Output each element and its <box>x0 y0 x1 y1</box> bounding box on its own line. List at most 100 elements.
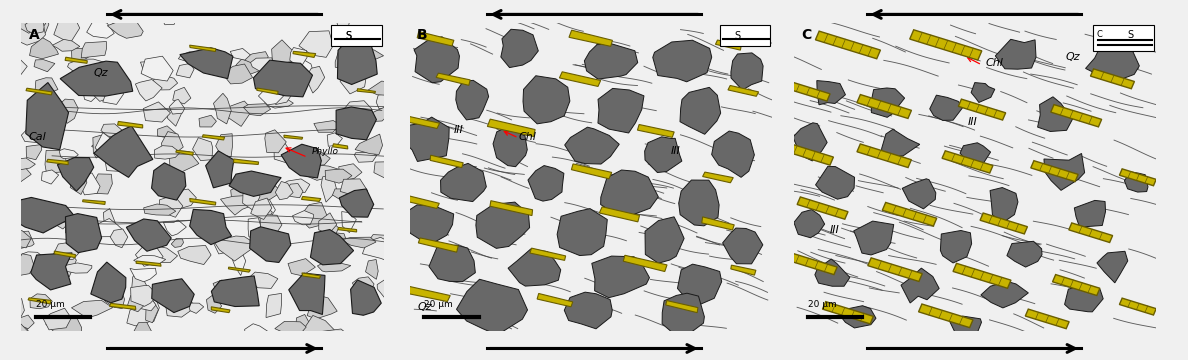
Polygon shape <box>266 293 282 318</box>
Polygon shape <box>857 95 911 118</box>
Polygon shape <box>55 251 76 258</box>
Polygon shape <box>797 197 848 219</box>
Polygon shape <box>190 198 216 205</box>
Polygon shape <box>335 120 358 132</box>
Polygon shape <box>105 153 121 171</box>
Polygon shape <box>871 88 904 117</box>
Polygon shape <box>93 174 113 194</box>
Polygon shape <box>350 280 381 315</box>
Polygon shape <box>234 159 259 165</box>
Polygon shape <box>249 227 291 262</box>
Polygon shape <box>343 101 372 114</box>
Polygon shape <box>137 261 162 266</box>
Polygon shape <box>95 132 115 158</box>
Text: A: A <box>29 28 39 42</box>
Polygon shape <box>403 195 440 208</box>
Polygon shape <box>941 230 972 263</box>
Polygon shape <box>103 208 115 235</box>
Polygon shape <box>30 11 45 28</box>
Polygon shape <box>776 140 834 165</box>
Polygon shape <box>1074 201 1106 227</box>
Polygon shape <box>418 238 459 252</box>
Polygon shape <box>624 255 666 271</box>
Polygon shape <box>61 61 133 96</box>
Polygon shape <box>109 303 135 310</box>
Polygon shape <box>168 108 182 126</box>
Polygon shape <box>295 322 320 341</box>
Polygon shape <box>599 207 639 222</box>
Polygon shape <box>169 99 184 114</box>
Polygon shape <box>317 261 350 272</box>
Polygon shape <box>295 58 314 82</box>
Polygon shape <box>190 45 216 51</box>
Polygon shape <box>202 135 225 140</box>
Polygon shape <box>815 166 854 199</box>
Polygon shape <box>152 279 194 312</box>
Polygon shape <box>44 308 71 330</box>
Polygon shape <box>13 231 34 248</box>
Text: 20 μm: 20 μm <box>808 300 836 309</box>
Polygon shape <box>981 282 1029 308</box>
Polygon shape <box>259 88 284 105</box>
Polygon shape <box>57 158 94 191</box>
Text: Phyllo: Phyllo <box>311 147 339 156</box>
Polygon shape <box>702 217 734 230</box>
Polygon shape <box>564 292 612 329</box>
Polygon shape <box>493 127 527 167</box>
Polygon shape <box>284 135 303 139</box>
Polygon shape <box>214 236 258 261</box>
Polygon shape <box>333 189 354 201</box>
Polygon shape <box>341 237 375 248</box>
Polygon shape <box>1007 241 1042 267</box>
Polygon shape <box>18 252 44 265</box>
Polygon shape <box>289 273 326 315</box>
Polygon shape <box>1091 69 1135 89</box>
Polygon shape <box>159 195 183 217</box>
Polygon shape <box>171 238 183 247</box>
Polygon shape <box>59 149 78 159</box>
Polygon shape <box>902 179 936 209</box>
Polygon shape <box>1069 223 1113 243</box>
Polygon shape <box>1031 161 1079 181</box>
Polygon shape <box>140 61 171 73</box>
Text: Qz: Qz <box>1066 52 1080 62</box>
Polygon shape <box>283 184 303 198</box>
Polygon shape <box>229 171 282 196</box>
Polygon shape <box>343 47 384 64</box>
Polygon shape <box>228 267 251 272</box>
Polygon shape <box>786 252 838 275</box>
Polygon shape <box>274 141 292 163</box>
Polygon shape <box>405 286 450 302</box>
Polygon shape <box>257 88 278 94</box>
Polygon shape <box>601 170 658 217</box>
Polygon shape <box>133 255 165 266</box>
Polygon shape <box>214 93 232 124</box>
Polygon shape <box>26 88 52 95</box>
Polygon shape <box>276 181 293 200</box>
Polygon shape <box>354 152 377 162</box>
Polygon shape <box>12 20 45 45</box>
Polygon shape <box>172 87 191 104</box>
Polygon shape <box>135 244 163 266</box>
Polygon shape <box>980 213 1028 234</box>
Polygon shape <box>154 146 181 159</box>
Polygon shape <box>65 213 102 253</box>
Polygon shape <box>274 321 307 334</box>
Polygon shape <box>12 323 31 344</box>
Polygon shape <box>90 81 119 102</box>
Polygon shape <box>103 84 124 104</box>
Polygon shape <box>71 48 91 59</box>
Polygon shape <box>337 228 356 232</box>
Polygon shape <box>456 80 488 120</box>
Polygon shape <box>429 245 475 282</box>
Polygon shape <box>91 140 119 153</box>
Polygon shape <box>227 101 252 126</box>
Polygon shape <box>340 67 366 94</box>
Polygon shape <box>901 268 940 303</box>
Polygon shape <box>61 99 78 123</box>
Polygon shape <box>638 125 674 138</box>
Polygon shape <box>266 78 295 104</box>
Polygon shape <box>358 89 375 93</box>
Polygon shape <box>1053 275 1100 296</box>
Polygon shape <box>53 241 82 260</box>
